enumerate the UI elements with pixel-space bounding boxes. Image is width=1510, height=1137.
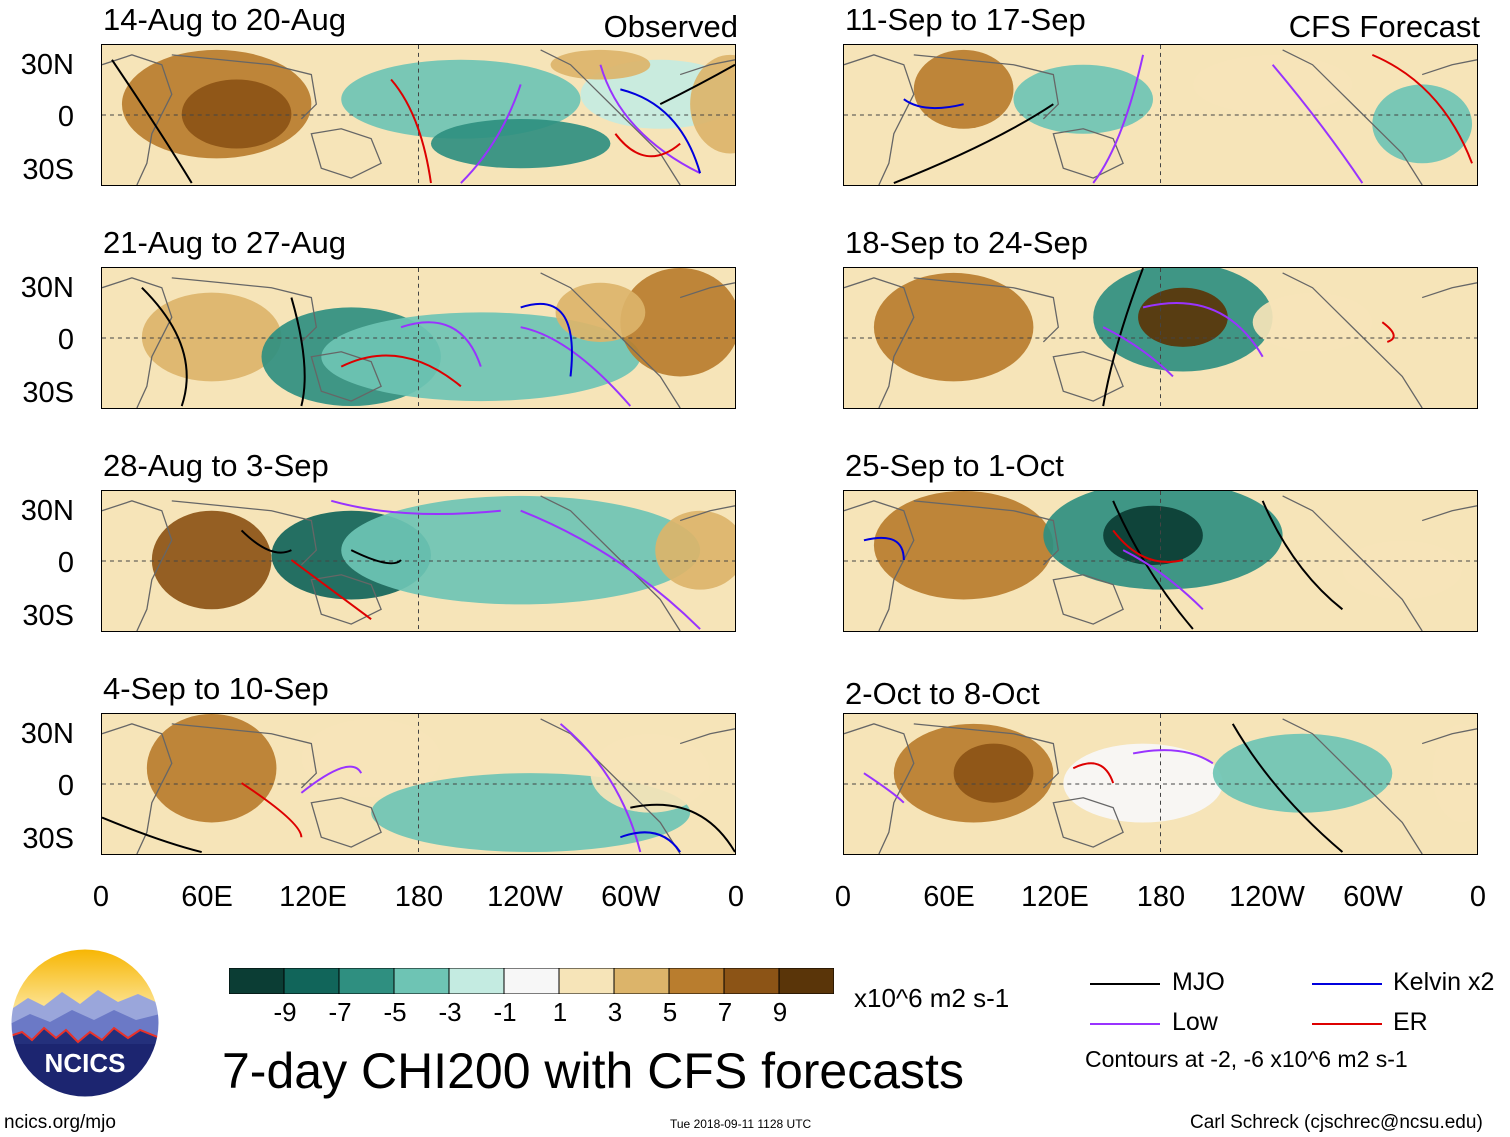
- colorbar-label-neg5: -5: [370, 997, 420, 1028]
- ytick-30n-4: 30N: [4, 719, 74, 749]
- map-panel-fc-2: [843, 267, 1478, 409]
- ytick-30n-1: 30N: [4, 50, 74, 80]
- anomaly-shading: [1193, 55, 1352, 114]
- colorbar-label-9: 9: [755, 997, 805, 1028]
- xtick-fc-120e: 120E: [995, 882, 1115, 912]
- main-title: 7-day CHI200 with CFS forecasts: [222, 1044, 964, 1098]
- colorbar-swatch: [394, 968, 449, 994]
- colorbar-label-3: 3: [590, 997, 640, 1028]
- panel-title-obs-2: 21-Aug to 27-Aug: [103, 227, 346, 259]
- ytick-0-4: 0: [4, 771, 74, 801]
- ytick-0-3: 0: [4, 548, 74, 578]
- colorbar-swatch: [284, 968, 339, 994]
- colorbar-swatch: [449, 968, 504, 994]
- panel-title-obs-3: 28-Aug to 3-Sep: [103, 450, 329, 482]
- colorbar-units: x10^6 m2 s-1: [854, 983, 1009, 1014]
- anomaly-shading: [1213, 734, 1392, 813]
- legend-line-er: [1312, 1023, 1382, 1025]
- ytick-30n-3: 30N: [4, 496, 74, 526]
- colorbar-swatch: [669, 968, 724, 994]
- anomaly-shading: [147, 714, 277, 822]
- colorbar-label-7: 7: [700, 997, 750, 1028]
- xtick-obs-0: 0: [41, 882, 161, 912]
- anomaly-shading: [914, 50, 1014, 129]
- panel-title-fc-3: 25-Sep to 1-Oct: [845, 450, 1064, 482]
- panel-title-fc-1: 11-Sep to 17-Sep: [845, 4, 1086, 36]
- ytick-30s-3: 30S: [4, 601, 74, 631]
- ytick-30s-4: 30S: [4, 824, 74, 854]
- anomaly-shading: [590, 734, 710, 813]
- anomaly-shading: [182, 80, 292, 149]
- xtick-fc-180: 180: [1101, 882, 1221, 912]
- anomaly-shading: [954, 744, 1034, 803]
- xtick-obs-120e: 120E: [253, 882, 373, 912]
- colorbar-label-neg9: -9: [260, 997, 310, 1028]
- logo-text: NCICS: [45, 1048, 126, 1078]
- xtick-obs-360: 0: [676, 882, 796, 912]
- ytick-30s-1: 30S: [4, 155, 74, 185]
- panel-title-obs-4: 4-Sep to 10-Sep: [103, 673, 329, 705]
- colorbar-label-5: 5: [645, 997, 695, 1028]
- legend-label-er: ER: [1393, 1008, 1428, 1037]
- map-panel-obs-1: [101, 44, 736, 186]
- legend-line-mjo: [1090, 983, 1160, 985]
- xtick-obs-60e: 60E: [147, 882, 267, 912]
- legend-line-low: [1090, 1023, 1160, 1025]
- footer-url[interactable]: ncics.org/mjo: [4, 1112, 116, 1134]
- colorbar-swatch: [229, 968, 284, 994]
- observed-label: Observed: [560, 11, 738, 43]
- ncics-logo: NCICS: [10, 948, 160, 1098]
- colorbar-swatch: [614, 968, 669, 994]
- colorbar-label-1: 1: [535, 997, 585, 1028]
- anomaly-shading: [556, 283, 646, 342]
- colorbar-swatch: [779, 968, 834, 994]
- xtick-fc-120w: 120W: [1207, 882, 1327, 912]
- ytick-0-2: 0: [4, 325, 74, 355]
- colorbar-swatch: [559, 968, 614, 994]
- xtick-fc-0: 0: [783, 882, 903, 912]
- colorbar-label-neg7: -7: [315, 997, 365, 1028]
- xtick-fc-360: 0: [1418, 882, 1510, 912]
- map-panel-obs-3: [101, 490, 736, 632]
- ytick-30n-2: 30N: [4, 273, 74, 303]
- map-panel-fc-3: [843, 490, 1478, 632]
- xtick-fc-60w: 60W: [1313, 882, 1433, 912]
- colorbar-swatch: [724, 968, 779, 994]
- panel-title-obs-1: 14-Aug to 20-Aug: [103, 4, 346, 36]
- anomaly-shading: [874, 273, 1033, 381]
- anomaly-shading: [152, 511, 272, 610]
- legend-label-low: Low: [1172, 1008, 1218, 1037]
- legend-line-kelvin: [1312, 983, 1382, 985]
- ytick-30s-2: 30S: [4, 378, 74, 408]
- xtick-obs-120w: 120W: [465, 882, 585, 912]
- anomaly-shading: [142, 293, 282, 382]
- footer-timestamp: Tue 2018-09-11 1128 UTC: [670, 1117, 811, 1131]
- xtick-fc-60e: 60E: [889, 882, 1009, 912]
- anomaly-shading: [1372, 84, 1472, 163]
- anomaly-shading: [431, 119, 610, 168]
- panel-title-fc-2: 18-Sep to 24-Sep: [845, 227, 1088, 259]
- xtick-obs-60w: 60W: [571, 882, 691, 912]
- map-panel-fc-4: [843, 713, 1478, 855]
- contours-note: Contours at -2, -6 x10^6 m2 s-1: [1085, 1046, 1408, 1073]
- colorbar-swatch: [504, 968, 559, 994]
- colorbar: [229, 968, 834, 994]
- map-panel-obs-4: [101, 713, 736, 855]
- colorbar-swatch: [339, 968, 394, 994]
- legend-label-kelvin: Kelvin x2: [1393, 968, 1494, 997]
- xtick-obs-180: 180: [359, 882, 479, 912]
- anomaly-shading: [1342, 540, 1462, 599]
- anomaly-shading: [551, 50, 651, 80]
- colorbar-label-neg3: -3: [425, 997, 475, 1028]
- map-panel-obs-2: [101, 267, 736, 409]
- legend-label-mjo: MJO: [1172, 968, 1225, 997]
- colorbar-label-neg1: -1: [480, 997, 530, 1028]
- ytick-0-1: 0: [4, 102, 74, 132]
- map-panel-fc-1: [843, 44, 1478, 186]
- anomaly-shading: [1253, 293, 1373, 352]
- forecast-label: CFS Forecast: [1230, 11, 1480, 43]
- footer-credit: Carl Schreck (cjschrec@ncsu.edu): [1190, 1112, 1483, 1134]
- panel-title-fc-4: 2-Oct to 8-Oct: [845, 678, 1040, 710]
